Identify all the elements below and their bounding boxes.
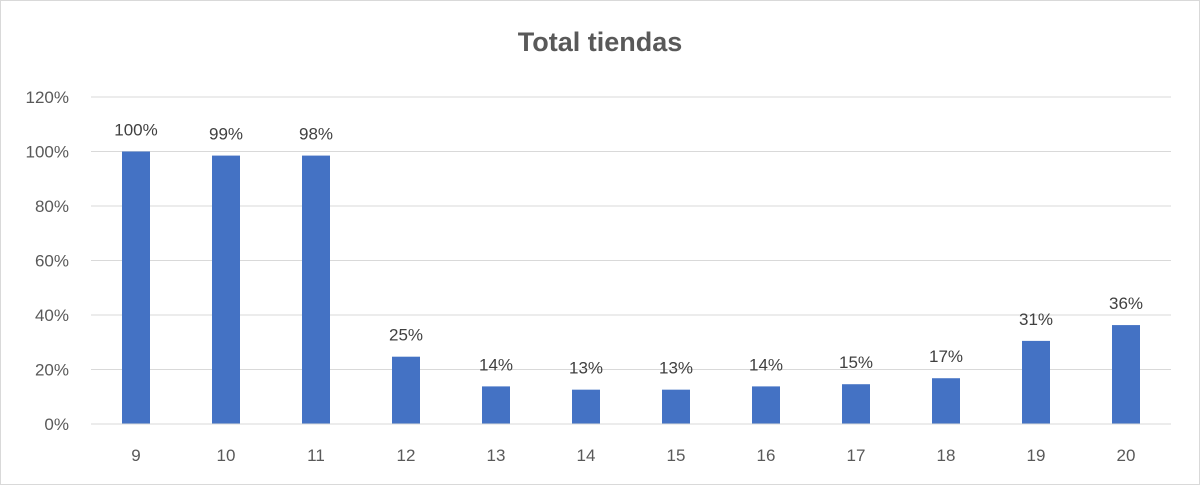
x-tick-label: 12 xyxy=(397,446,416,465)
x-tick-label: 18 xyxy=(937,446,956,465)
x-tick-label: 16 xyxy=(757,446,776,465)
data-label: 36% xyxy=(1109,294,1143,313)
gridlines xyxy=(91,96,1171,370)
x-tick-label: 11 xyxy=(307,446,325,465)
y-tick-label: 80% xyxy=(35,197,69,216)
y-tick-label: 40% xyxy=(35,306,69,325)
bar xyxy=(122,151,150,424)
x-tick-label: 20 xyxy=(1117,446,1136,465)
data-label: 13% xyxy=(659,359,693,378)
data-label: 98% xyxy=(299,125,333,144)
data-label: 99% xyxy=(209,125,243,144)
data-label: 13% xyxy=(569,359,603,378)
data-label: 31% xyxy=(1019,310,1053,329)
bar xyxy=(932,378,960,424)
data-label: 25% xyxy=(389,326,423,345)
bar xyxy=(482,386,510,424)
bar xyxy=(1022,340,1050,424)
x-tick-label: 14 xyxy=(577,446,596,465)
x-tick-label: 10 xyxy=(217,446,236,465)
data-label: 100% xyxy=(114,121,157,140)
x-tick-label: 19 xyxy=(1027,446,1046,465)
y-tick-label: 100% xyxy=(26,143,69,162)
x-axis-tick-labels: 9 10 11 12 13 14 15 16 17 18 19 20 xyxy=(131,446,1135,465)
x-tick-label: 13 xyxy=(487,446,506,465)
bar xyxy=(572,389,600,424)
x-tick-label: 17 xyxy=(847,446,866,465)
y-tick-label: 60% xyxy=(35,252,69,271)
data-label: 14% xyxy=(749,355,783,374)
bar xyxy=(752,386,780,424)
bar xyxy=(662,389,690,424)
bar xyxy=(212,155,240,424)
data-label: 14% xyxy=(479,355,513,374)
y-tick-label: 0% xyxy=(44,415,69,434)
bar xyxy=(1112,325,1140,424)
x-tick-label: 9 xyxy=(131,446,140,465)
data-labels: 100% 99% 98% 25% 14% 13% 13% 14% 15% 17% 31% 36% xyxy=(114,121,1143,378)
bar xyxy=(302,155,330,424)
y-tick-label: 20% xyxy=(35,361,69,380)
data-label: 17% xyxy=(929,347,963,366)
chart-title: Total tiendas xyxy=(517,27,683,57)
data-label: 15% xyxy=(839,353,873,372)
y-axis-tick-labels: 0% 20% 40% 60% 80% 100% 120% xyxy=(26,88,69,434)
x-tick-label: 15 xyxy=(667,446,686,465)
bar xyxy=(392,356,420,424)
bars xyxy=(122,151,1140,424)
y-tick-label: 120% xyxy=(26,88,69,107)
bar xyxy=(842,384,870,424)
